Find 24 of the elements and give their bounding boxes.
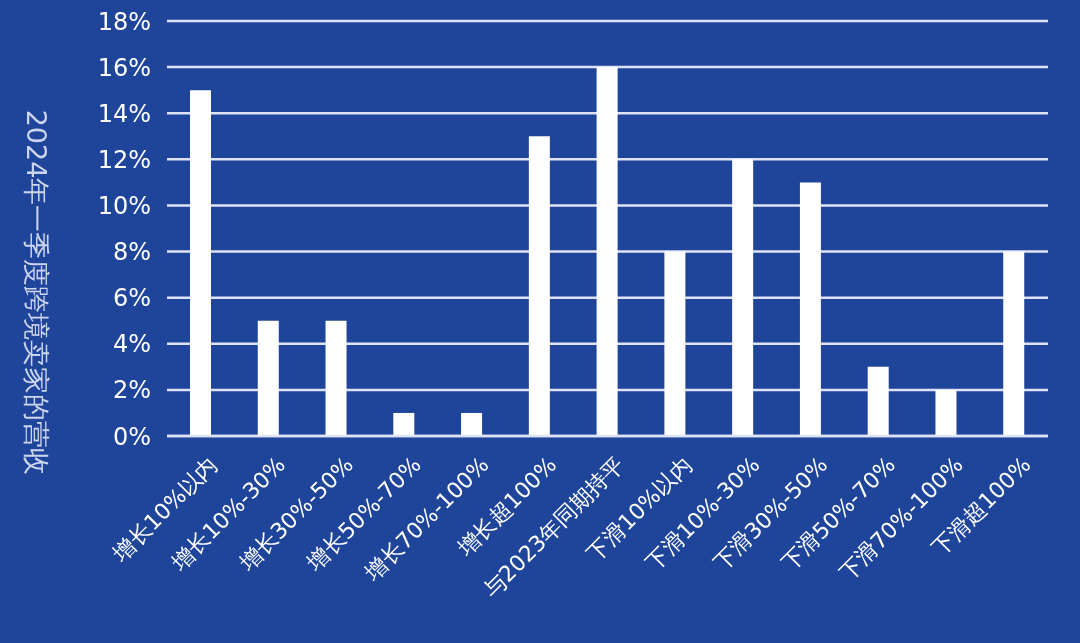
bar: [528, 136, 550, 436]
y-tick-label: 8%: [112, 238, 151, 267]
bar: [596, 67, 618, 436]
bar: [799, 182, 821, 436]
y-axis-title: 2024年一季度跨境卖家的营收: [20, 109, 52, 476]
bar: [1003, 251, 1025, 436]
bar: [325, 320, 347, 436]
y-tick-label: 0%: [112, 422, 151, 451]
bar: [393, 412, 415, 436]
bar: [732, 159, 754, 436]
y-tick-label: 12%: [97, 145, 151, 174]
bar: [190, 90, 211, 436]
y-tick-label: 10%: [97, 191, 151, 220]
y-tick-label: 6%: [112, 284, 151, 313]
bar: [461, 412, 483, 436]
bar: [935, 389, 957, 436]
y-tick-label: 2%: [112, 376, 151, 405]
bar: [664, 251, 686, 436]
bar: [867, 366, 889, 436]
y-tick-label: 16%: [97, 53, 151, 82]
y-tick-label: 14%: [97, 99, 151, 128]
bar: [257, 320, 279, 436]
y-tick-label: 4%: [112, 330, 151, 359]
y-tick-label: 18%: [97, 7, 151, 36]
